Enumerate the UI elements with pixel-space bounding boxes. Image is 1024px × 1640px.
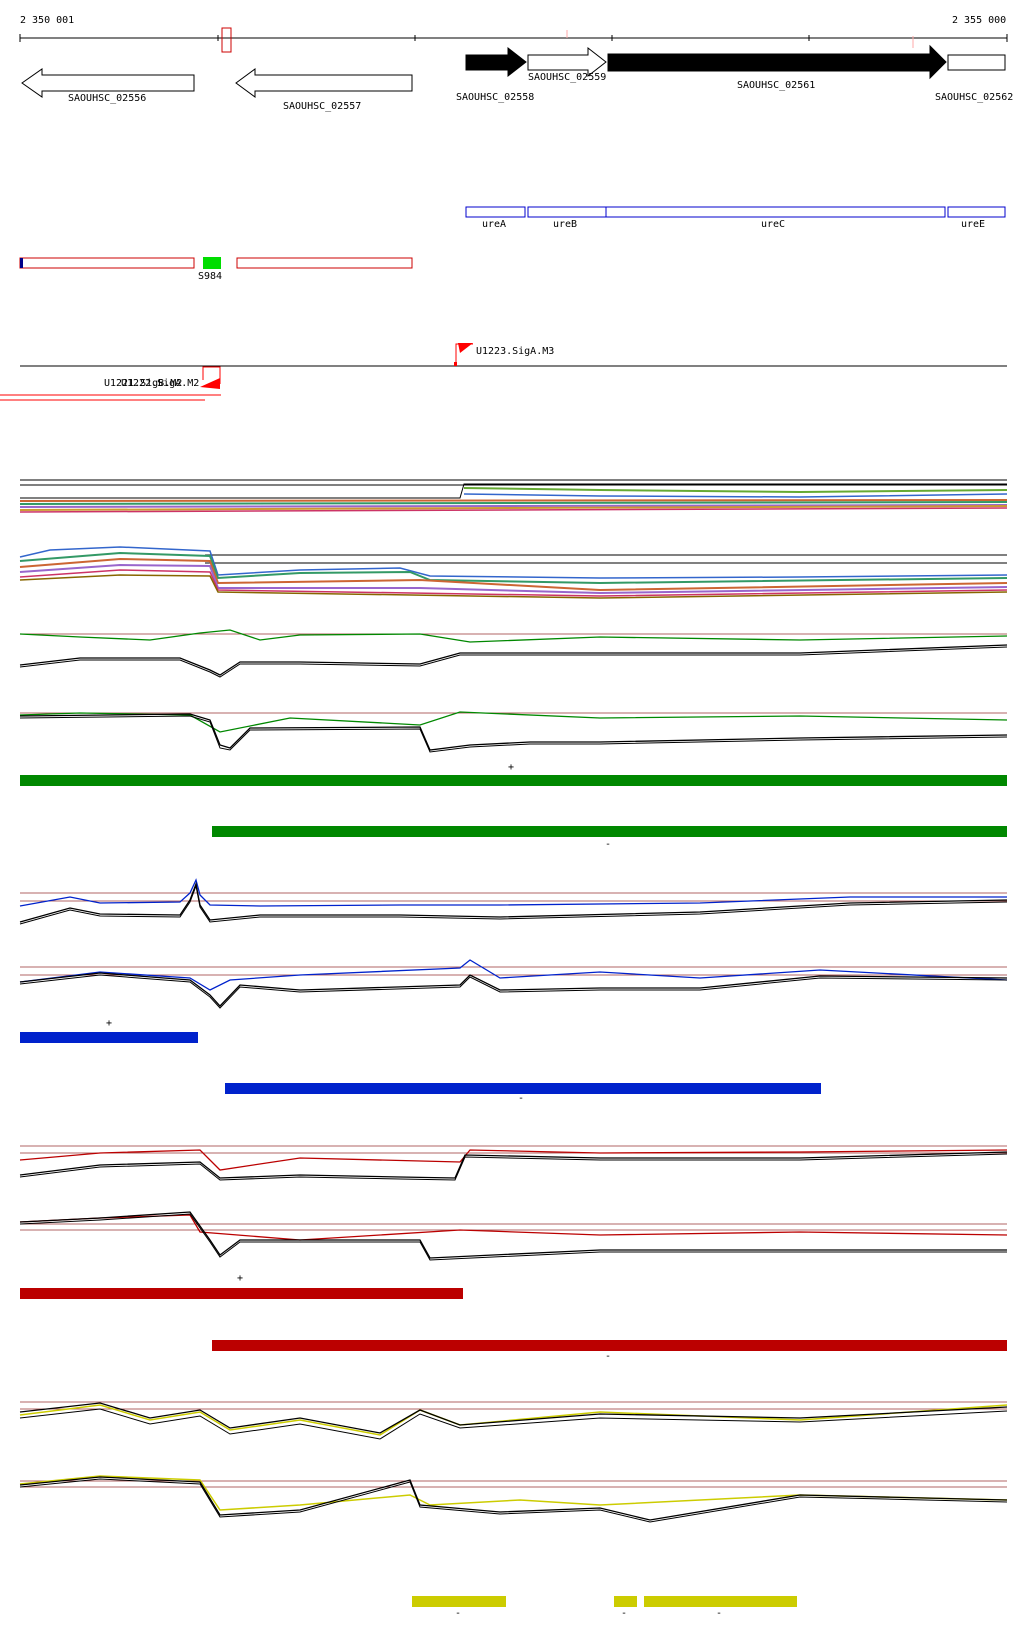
expressed-region-bar[interactable] xyxy=(20,775,1007,786)
gene-arrow[interactable]: SAOUHSC_02556 xyxy=(21,68,195,104)
strand-minus-label: - xyxy=(605,1351,611,1362)
gene-track: SAOUHSC_02556 SAOUHSC_02557 SAOUHSC_0255… xyxy=(21,44,1013,112)
strand-plus-label: + xyxy=(508,762,514,773)
promoter-track: U1223.SigA.M3 U1221.SigB.M2 U1222.SigA.M… xyxy=(0,343,1007,401)
expressed-region-bar[interactable] xyxy=(20,1032,198,1043)
expressed-region-bar[interactable] xyxy=(212,1340,1007,1351)
operon-gene-box[interactable] xyxy=(465,206,526,218)
strand-minus-label: - xyxy=(605,839,611,850)
operon-gene-label: ureE xyxy=(961,219,985,230)
gene-label: SAOUHSC_02561 xyxy=(737,80,815,91)
gene-arrow[interactable]: SAOUHSC_02559 xyxy=(527,46,607,83)
operon-gene-label: ureC xyxy=(761,219,785,230)
expressed-region-bar[interactable] xyxy=(614,1596,637,1607)
ruler-end-label: 2 355 000 xyxy=(952,15,1006,26)
strand-plus-label: + xyxy=(106,1018,112,1029)
expressed-region-bar[interactable] xyxy=(412,1596,506,1607)
ruler-start-label: 2 350 001 xyxy=(20,15,74,26)
srna-label: S984 xyxy=(198,271,222,282)
ruler-position-marker[interactable] xyxy=(221,27,232,53)
strand-minus-label: - xyxy=(716,1608,722,1619)
coverage-green-forward xyxy=(19,629,1008,678)
promoter-label: U1223.SigA.M3 xyxy=(476,346,554,357)
operon-gene-box[interactable] xyxy=(605,206,946,218)
coverage-blue-forward xyxy=(19,878,1008,925)
strand-minus-label: - xyxy=(455,1608,461,1619)
coverage-red-reverse xyxy=(19,1211,1008,1261)
promoter-flag[interactable]: U1223.SigA.M3 xyxy=(454,343,554,366)
segment-box[interactable] xyxy=(236,257,413,269)
coverage-yellow-reverse xyxy=(19,1475,1008,1523)
gene-arrow[interactable]: SAOUHSC_02558 xyxy=(456,46,534,103)
gene-label: SAOUHSC_02556 xyxy=(68,93,146,104)
expressed-region-bar[interactable] xyxy=(644,1596,797,1607)
gene-label: SAOUHSC_02558 xyxy=(456,92,534,103)
gene-label: SAOUHSC_02557 xyxy=(283,101,361,112)
expressed-region-bar[interactable] xyxy=(225,1083,821,1094)
coverage-yellow-forward xyxy=(19,1401,1008,1440)
srna-box[interactable] xyxy=(203,257,221,269)
expressed-region-bar[interactable] xyxy=(20,1288,463,1299)
operon-gene-box[interactable] xyxy=(947,206,1006,218)
operon-gene-label: ureA xyxy=(482,219,506,230)
promoter-label: U1222.SigA.M2 xyxy=(121,378,199,389)
coverage-multi-forward xyxy=(19,479,1008,513)
operon-gene-label: ureB xyxy=(553,219,577,230)
promoter-label: U1221.SigB.M2 xyxy=(104,378,182,389)
operon-gene-box[interactable] xyxy=(527,206,607,218)
promoter-flag[interactable]: U1221.SigB.M2 U1222.SigA.M2 xyxy=(0,366,221,401)
gene-arrow[interactable]: SAOUHSC_02562 xyxy=(935,54,1013,103)
gene-arrow[interactable]: SAOUHSC_02557 xyxy=(235,68,413,112)
gene-label: SAOUHSC_02562 xyxy=(935,92,1013,103)
ruler: 2 350 001 2 355 000 xyxy=(19,15,1008,53)
strand-minus-label: - xyxy=(621,1608,627,1619)
coverage-red-forward xyxy=(19,1145,1008,1181)
strand-minus-label: - xyxy=(518,1093,524,1104)
operon-track: ureA ureB ureC ureE xyxy=(465,206,1006,230)
coverage-blue-reverse xyxy=(19,959,1008,1009)
strand-plus-label: + xyxy=(237,1273,243,1284)
coverage-green-reverse xyxy=(19,711,1008,753)
gene-label: SAOUHSC_02559 xyxy=(528,72,606,83)
expressed-region-bar[interactable] xyxy=(212,826,1007,837)
coverage-multi-reverse xyxy=(19,546,1008,599)
segment-box[interactable] xyxy=(19,257,195,269)
gene-arrow[interactable]: SAOUHSC_02561 xyxy=(607,44,947,91)
segment-track: S984 xyxy=(19,257,413,282)
